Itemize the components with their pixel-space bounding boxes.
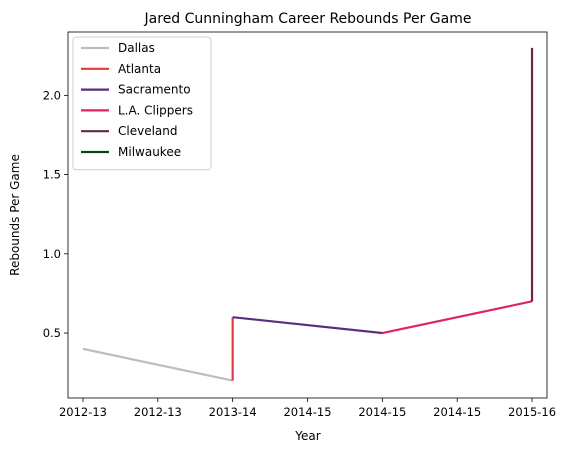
legend-label-milwaukee: Milwaukee xyxy=(118,145,181,159)
chart-title: Jared Cunningham Career Rebounds Per Gam… xyxy=(144,11,472,27)
x-tick-label: 2014-15 xyxy=(283,405,331,419)
series-line-sacramento xyxy=(232,316,383,335)
y-axis-label: Rebounds Per Game xyxy=(8,154,22,276)
legend-label-cleveland: Cleveland xyxy=(118,124,178,138)
series-line-dallas xyxy=(82,347,233,382)
series-lines xyxy=(82,47,534,382)
x-tick-label: 2014-15 xyxy=(358,405,406,419)
x-axis-ticks: 2012-13 2012-13 2013-14 2014-15 2014-15 2014-… xyxy=(59,398,556,419)
x-tick-label: 2015-16 xyxy=(508,405,556,419)
legend-label-atlanta: Atlanta xyxy=(118,62,161,76)
series-line-l-a-clippers xyxy=(382,300,533,335)
y-axis-ticks: 0.5 1.0 1.5 2.0 xyxy=(43,88,68,340)
x-tick-label: 2012-13 xyxy=(134,405,182,419)
legend-box xyxy=(72,36,212,171)
y-tick-label: 0.5 xyxy=(43,326,61,340)
y-tick-label: 1.5 xyxy=(43,168,61,182)
legend-label-l-a-clippers: L.A. Clippers xyxy=(118,103,193,117)
legend-label-dallas: Dallas xyxy=(118,41,155,55)
y-tick-label: 2.0 xyxy=(43,88,61,102)
legend-label-sacramento: Sacramento xyxy=(118,83,191,97)
x-tick-label: 2013-14 xyxy=(209,405,257,419)
x-tick-label: 2014-15 xyxy=(433,405,481,419)
y-tick-label: 1.0 xyxy=(43,247,61,261)
plot-frame xyxy=(67,31,548,399)
x-axis-label: Year xyxy=(294,429,320,443)
x-tick-label: 2012-13 xyxy=(59,405,107,419)
legend: Dallas Atlanta Sacramento L.A. Clippers Clev… xyxy=(72,36,212,171)
